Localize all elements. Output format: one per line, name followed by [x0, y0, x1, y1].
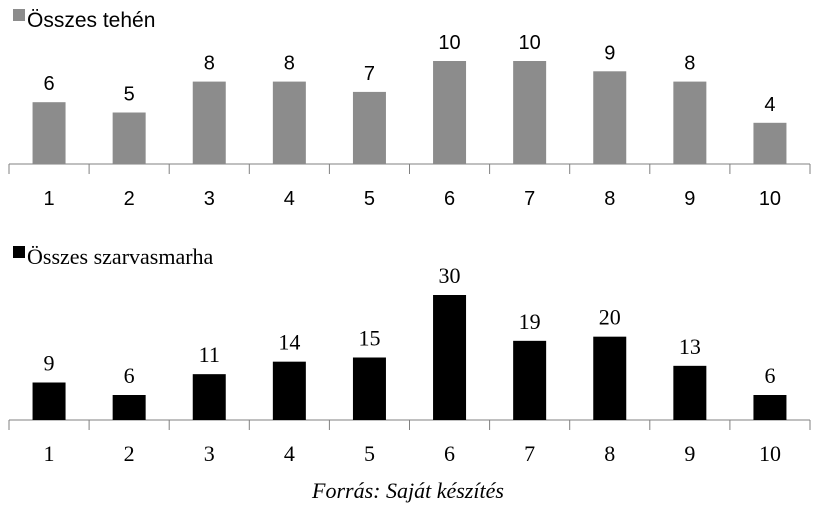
- bar: [112, 112, 146, 164]
- chart-osszes-szarvasmarha: Összes szarvasmarha 9 1 6 2 11 3 14 4 15 5 30 6 19 7 20…: [8, 244, 811, 466]
- data-label: 7: [364, 63, 375, 85]
- data-label: 11: [199, 342, 220, 367]
- category-label: 5: [364, 188, 375, 210]
- category-label: 8: [604, 441, 615, 466]
- category-label: 2: [124, 441, 135, 466]
- category-label: 10: [759, 188, 781, 210]
- bar: [433, 295, 467, 420]
- data-label: 6: [124, 363, 135, 388]
- category-label: 4: [284, 188, 295, 210]
- category-label: 8: [604, 188, 615, 210]
- category-label: 10: [759, 441, 781, 466]
- bar: [753, 122, 787, 164]
- category-label: 6: [444, 441, 455, 466]
- legend-swatch: [13, 246, 25, 258]
- data-label: 10: [519, 32, 541, 54]
- data-label: 8: [284, 53, 295, 75]
- data-label: 13: [679, 334, 701, 359]
- bar: [32, 102, 66, 164]
- category-label: 5: [364, 441, 375, 466]
- data-label: 4: [764, 94, 775, 116]
- category-label: 1: [44, 441, 55, 466]
- bar: [192, 374, 226, 420]
- legend-label: Összes szarvasmarha: [27, 244, 214, 269]
- data-label: 10: [438, 32, 460, 54]
- bar: [513, 61, 547, 164]
- bar: [513, 340, 547, 420]
- category-label: 7: [524, 441, 535, 466]
- category-label: 2: [124, 188, 135, 210]
- bar: [112, 395, 146, 420]
- data-label: 20: [599, 305, 621, 330]
- category-label: 9: [684, 188, 695, 210]
- data-label: 6: [764, 363, 775, 388]
- bar: [32, 382, 66, 420]
- data-label: 14: [278, 330, 300, 355]
- data-label: 8: [684, 53, 695, 75]
- category-label: 6: [444, 188, 455, 210]
- legend-label: Összes tehén: [27, 9, 155, 32]
- bar: [673, 365, 707, 420]
- bar: [593, 336, 627, 420]
- bar: [433, 61, 467, 164]
- data-label: 9: [44, 351, 55, 376]
- chart-osszes-tehen: Összes tehén 6 1 5 2 8 3 8 4 7 5 10 6 10 7 9 8 8 9 4 10: [8, 9, 811, 210]
- bar: [192, 81, 226, 164]
- bar: [753, 395, 787, 420]
- data-label: 9: [604, 42, 615, 64]
- category-label: 9: [684, 441, 695, 466]
- data-label: 5: [124, 84, 135, 106]
- data-label: 8: [204, 53, 215, 75]
- category-label: 3: [204, 441, 215, 466]
- category-label: 4: [284, 441, 295, 466]
- data-label: 30: [439, 263, 461, 288]
- source-caption: Forrás: Saját készítés: [312, 478, 504, 503]
- category-label: 7: [524, 188, 535, 210]
- bar: [352, 357, 386, 420]
- category-label: 1: [43, 188, 54, 210]
- bar: [673, 81, 707, 164]
- data-label: 19: [519, 309, 541, 334]
- bar: [352, 91, 386, 164]
- legend-swatch: [13, 9, 25, 21]
- bar: [272, 361, 306, 420]
- bar: [272, 81, 306, 164]
- data-label: 15: [358, 326, 380, 351]
- category-label: 3: [204, 188, 215, 210]
- data-label: 6: [43, 73, 54, 95]
- bar: [593, 71, 627, 164]
